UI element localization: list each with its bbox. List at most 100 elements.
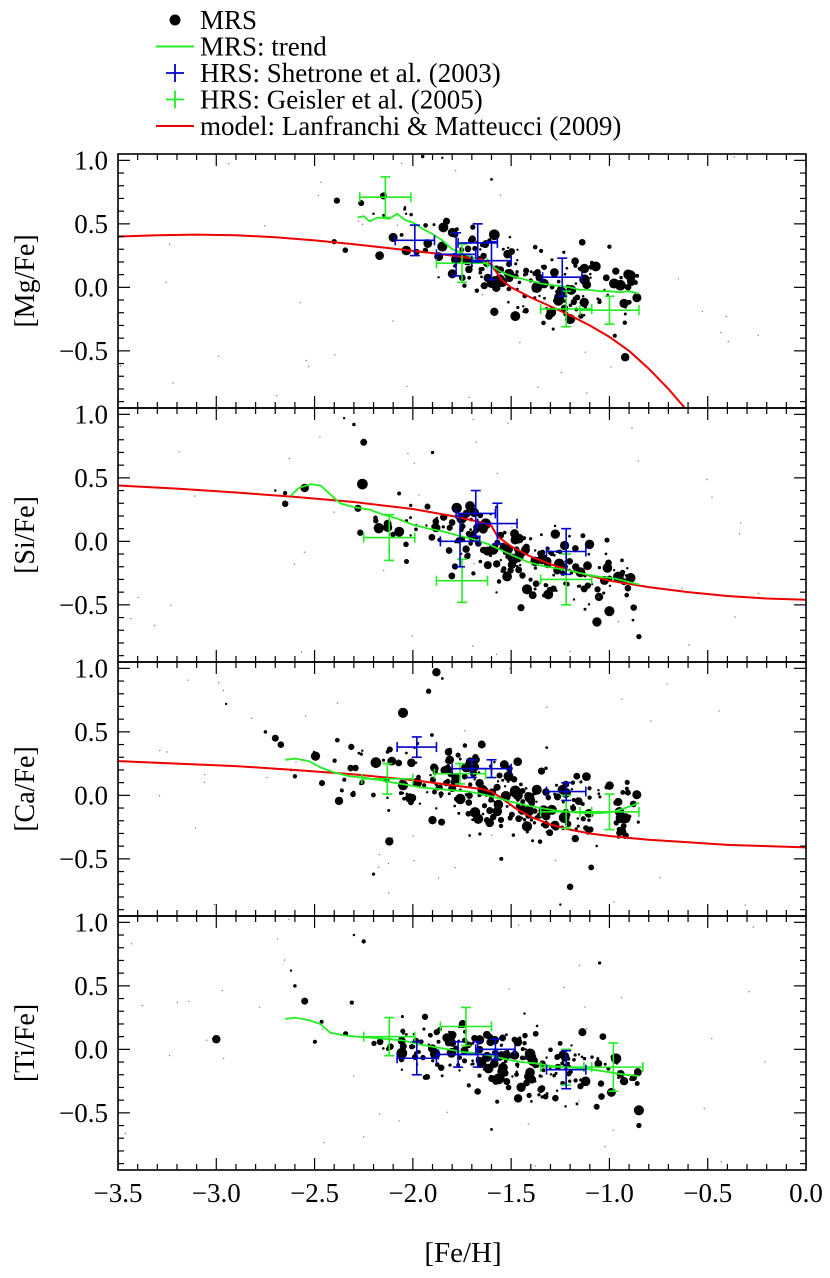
mrs-point — [440, 677, 444, 680]
mrs-point — [550, 585, 557, 592]
mrs-point — [438, 791, 444, 797]
mrs-point — [319, 1019, 324, 1024]
mrs-point — [436, 1039, 441, 1044]
mrs-point — [632, 790, 642, 800]
mrs-point — [604, 785, 609, 790]
mrs-point — [453, 804, 457, 808]
mrs-point — [516, 305, 520, 310]
mrs-point — [352, 764, 359, 772]
mrs-point — [688, 644, 690, 646]
shetrone-errorbar — [455, 489, 497, 538]
mrs-point — [321, 1028, 324, 1031]
mrs-point — [587, 552, 591, 556]
mrs-point — [474, 288, 480, 293]
mrs-point — [588, 864, 595, 871]
mrs-point — [445, 547, 453, 554]
mrs-point — [594, 1059, 603, 1068]
mrs-point — [740, 522, 742, 524]
mrs-point — [545, 706, 548, 709]
mrs-point — [304, 715, 307, 717]
mrs-point — [399, 1042, 407, 1050]
mrs-point — [508, 988, 510, 990]
mrs-point — [550, 529, 560, 539]
mrs-point — [498, 823, 504, 829]
mrs-point — [400, 1068, 404, 1071]
mrs-point — [525, 830, 529, 834]
mrs-point — [194, 827, 197, 829]
mrs-point — [587, 786, 592, 791]
mrs-point — [530, 1100, 533, 1103]
y-tick-label: 1.0 — [74, 399, 108, 429]
mrs-point — [405, 751, 408, 755]
mrs-point — [580, 1076, 591, 1087]
mrs-point — [720, 1161, 722, 1163]
mrs-point — [465, 799, 473, 806]
mrs-point — [414, 527, 418, 532]
mrs-point — [477, 1073, 482, 1078]
mrs-point — [590, 261, 601, 272]
mrs-point — [413, 860, 415, 862]
mrs-point — [323, 1142, 325, 1144]
mrs-point — [524, 787, 528, 790]
mrs-point — [515, 532, 518, 536]
mrs-point — [738, 533, 740, 535]
mrs-point — [502, 530, 507, 535]
mrs-point — [525, 268, 529, 272]
mrs-point — [493, 560, 501, 568]
mrs-point — [606, 1087, 616, 1097]
mrs-point — [491, 834, 493, 836]
mrs-point — [620, 558, 624, 563]
mrs-point — [497, 816, 505, 823]
mrs-point — [556, 279, 561, 284]
y-tick-label: 1.0 — [74, 907, 108, 937]
mrs-point — [403, 541, 409, 548]
mrs-point — [446, 524, 453, 531]
mrs-point — [400, 1028, 406, 1034]
mrs-point — [535, 1024, 539, 1028]
mrs-point — [441, 156, 444, 159]
mrs-point — [300, 651, 303, 653]
mrs-point — [513, 757, 523, 767]
mrs-point — [188, 1000, 190, 1003]
mrs-point — [372, 212, 375, 215]
mrs-point — [566, 557, 573, 565]
mrs-point — [482, 1051, 492, 1062]
mrs-point — [391, 837, 393, 839]
mrs-point — [573, 1078, 578, 1083]
mrs-point — [440, 1074, 444, 1078]
mrs-point — [501, 1061, 505, 1066]
mrs-point — [519, 341, 521, 344]
mrs-point — [422, 1027, 426, 1031]
mrs-point — [342, 417, 346, 420]
mrs-point — [293, 984, 297, 988]
panel-mgfe: −0.5 0.0 0.5 1.0 [Mg/Fe] — [10, 145, 807, 409]
mrs-point — [462, 545, 470, 553]
mrs-point — [561, 563, 565, 568]
mrs-point — [353, 1075, 355, 1078]
mrs-point — [475, 441, 477, 443]
mrs-point — [371, 792, 376, 798]
shetrone-errorbar — [545, 527, 587, 576]
mrs-point — [604, 606, 615, 617]
mrs-point — [168, 1054, 171, 1057]
mrs-point — [503, 771, 514, 782]
mrs-point — [450, 269, 454, 274]
mrs-point — [529, 270, 533, 274]
geisler-errorbar — [358, 176, 412, 219]
mrs-point — [478, 832, 482, 836]
mrs-point — [454, 228, 457, 232]
mrs-point — [301, 997, 309, 1005]
mrs-point — [448, 572, 456, 580]
mrs-point — [539, 549, 546, 555]
geisler-errorbar — [362, 513, 416, 562]
mrs-point — [399, 1040, 402, 1044]
mrs-point — [473, 778, 476, 781]
mrs-point — [554, 1056, 557, 1060]
shetrone-errorbar — [396, 736, 438, 759]
mrs-point — [348, 743, 355, 750]
mrs-point — [580, 1055, 584, 1059]
mrs-point — [222, 1057, 225, 1060]
mrs-point — [633, 280, 638, 285]
mrs-point — [552, 1094, 559, 1102]
